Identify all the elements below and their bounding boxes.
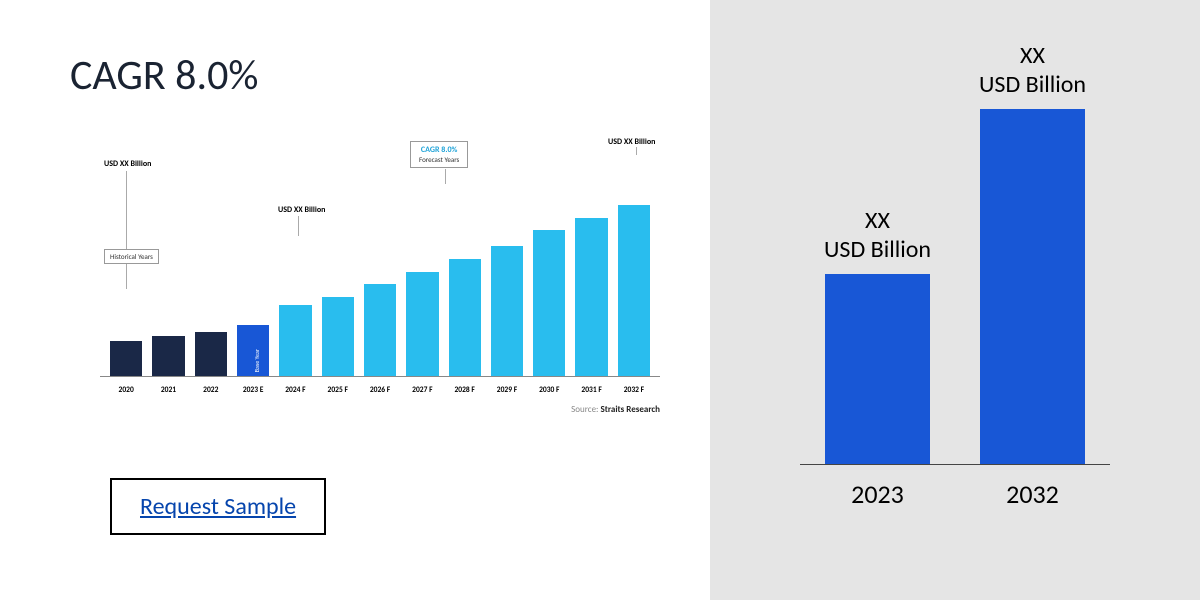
chart-bar-fill	[575, 218, 607, 376]
left-panel: CAGR 8.0% USD XX Billion Historical Year…	[0, 0, 710, 600]
chart-bar: Base Year	[237, 325, 269, 376]
chart-bar	[575, 218, 607, 376]
x-axis-label: 2031 F	[575, 386, 607, 395]
request-sample-button[interactable]: Request Sample	[110, 478, 326, 535]
chart-bar-fill	[364, 284, 396, 376]
comparison-bar-fill	[980, 109, 1085, 464]
callout-2020: USD XX Billion	[104, 159, 151, 169]
chart-bar	[449, 259, 481, 376]
x-axis-label: 2023 E	[237, 386, 269, 395]
comparison-bar-fill	[825, 274, 930, 464]
chart-bar	[322, 297, 354, 376]
callout-line	[636, 147, 637, 155]
chart-bar-fill	[491, 246, 523, 376]
chart-bar-fill	[449, 259, 481, 376]
base-year-label: Base Year	[253, 349, 261, 372]
right-panel: XXUSD Billion XXUSD Billion 2023 2032	[710, 0, 1200, 600]
x-axis-label: 2021	[152, 386, 184, 395]
comparison-x-label: 2023	[825, 478, 930, 510]
forecast-years-label: Forecast Years	[419, 155, 459, 164]
x-axis-label: 2030 F	[533, 386, 565, 395]
x-axis-label: 2026 F	[364, 386, 396, 395]
comparison-bar: XXUSD Billion	[825, 274, 930, 464]
x-axis-label: 2025 F	[322, 386, 354, 395]
chart-bar	[618, 205, 650, 376]
x-axis-label: 2020	[110, 386, 142, 395]
chart-plot-area: Base Year	[100, 187, 660, 377]
chart-bar	[491, 246, 523, 376]
x-axis-label: 2028 F	[449, 386, 481, 395]
x-axis-label: 2032 F	[618, 386, 650, 395]
chart-bar-fill	[322, 297, 354, 376]
x-axis-label: 2027 F	[406, 386, 438, 395]
callout-2032: USD XX Billion	[608, 137, 655, 147]
chart-bar-fill	[279, 305, 311, 376]
chart-bar	[195, 332, 227, 376]
chart-bar	[279, 305, 311, 376]
x-axis-label: 2024 F	[279, 386, 311, 395]
comparison-x-labels: 2023 2032	[800, 478, 1110, 510]
comparison-bar-value: XXUSD Billion	[824, 206, 931, 264]
request-sample-wrap: Request Sample	[110, 478, 326, 535]
chart-bar	[110, 341, 142, 376]
chart-source: Source: Straits Research	[571, 404, 660, 415]
chart-bar-fill	[195, 332, 227, 376]
comparison-x-label: 2032	[980, 478, 1085, 510]
x-axis-label: 2029 F	[491, 386, 523, 395]
comparison-baseline	[800, 464, 1110, 465]
forecast-chart: USD XX Billion Historical Years USD XX B…	[100, 141, 660, 401]
chart-bar-fill	[110, 341, 142, 376]
callout-line	[445, 169, 446, 184]
chart-bar	[364, 284, 396, 376]
chart-bars: Base Year	[110, 187, 650, 376]
cagr-title: CAGR 8.0%	[70, 50, 670, 101]
chart-bar-fill	[406, 272, 438, 377]
chart-bar	[533, 230, 565, 376]
forecast-years-box: CAGR 8.0% Forecast Years	[410, 141, 468, 168]
comparison-chart: XXUSD Billion XXUSD Billion 2023 2032	[800, 80, 1110, 510]
comparison-bar: XXUSD Billion	[980, 109, 1085, 464]
comparison-bars: XXUSD Billion XXUSD Billion	[800, 84, 1110, 464]
chart-bar-fill	[152, 336, 184, 376]
chart-bar	[406, 272, 438, 377]
x-axis-label: 2022	[195, 386, 227, 395]
forecast-cagr-label: CAGR 8.0%	[419, 145, 459, 155]
comparison-bar-value: XXUSD Billion	[979, 41, 1086, 99]
chart-bar-fill	[533, 230, 565, 376]
chart-bar-fill	[618, 205, 650, 376]
x-axis-labels: 2020 2021 2022 2023 E 2024 F 2025 F 2026 F 2027…	[110, 386, 650, 395]
chart-bar	[152, 336, 184, 376]
